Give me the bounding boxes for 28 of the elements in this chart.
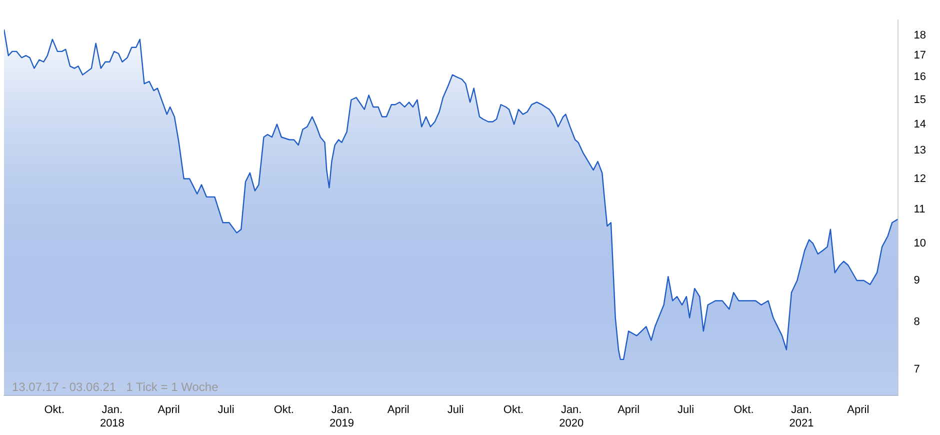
x-tick-label: Okt. <box>274 404 294 416</box>
y-tick-label: 16 <box>914 71 926 84</box>
y-tick-label: 9 <box>914 274 920 287</box>
x-tick-label: Juli <box>447 404 464 416</box>
y-tick-label: 7 <box>914 363 920 376</box>
y-tick-label: 17 <box>914 50 926 62</box>
x-tick-label: April <box>158 404 180 416</box>
y-tick-label: 11 <box>914 204 926 216</box>
x-tick-label: April <box>387 404 410 416</box>
x-tick-label: Jan. 2018 <box>100 404 124 430</box>
x-tick-label: Okt. <box>44 404 64 416</box>
x-tick-label: Jan. 2021 <box>789 404 814 430</box>
annotation: 13.07.17 - 03.06.21 1 Tick = 1 Woche <box>12 380 219 394</box>
y-tick-label: 15 <box>914 94 926 106</box>
x-tick-label: Jan. 2020 <box>559 404 584 430</box>
x-tick-label: April <box>847 404 870 416</box>
y-tick-label: 14 <box>914 118 926 130</box>
y-tick-label: 8 <box>914 316 920 328</box>
y-tick-label: 18 <box>914 29 926 42</box>
x-tick-label: Okt. <box>734 404 754 416</box>
x-tick-label: Juli <box>678 404 694 416</box>
x-tick-label: April <box>618 404 640 416</box>
y-tick-label: 12 <box>914 172 926 185</box>
x-tick-label: Okt. <box>503 404 524 416</box>
y-tick-label: 13 <box>914 144 926 156</box>
x-tick-label: Jan. 2019 <box>330 404 354 430</box>
x-tick-label: Juli <box>218 404 234 416</box>
y-tick-label: 10 <box>914 237 926 250</box>
